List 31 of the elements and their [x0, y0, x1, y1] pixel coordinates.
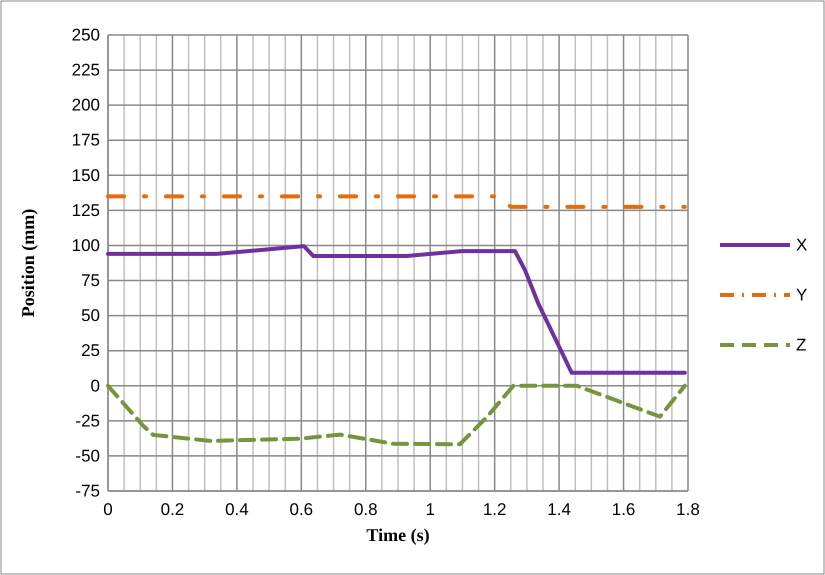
y-tick-label: -75	[75, 482, 100, 500]
y-tick-label: 175	[72, 130, 100, 150]
y-tick-label: 200	[72, 96, 100, 115]
legend-label: X	[796, 236, 808, 254]
x-tick-label: 1.6	[612, 500, 636, 519]
y-tick-label: 100	[72, 236, 100, 255]
legend-label: Z	[796, 336, 806, 354]
y-tick-label: 150	[72, 166, 100, 185]
x-tick-label: 0.4	[225, 500, 249, 519]
x-tick-label: 1	[425, 500, 435, 519]
x-tick-label: 0	[103, 500, 113, 519]
y-tick-label: 125	[72, 200, 100, 220]
y-tick-label: 225	[72, 60, 100, 80]
x-axis-title: Time (s)	[366, 525, 430, 545]
x-tick-label: 1.4	[547, 500, 571, 519]
y-tick-label: -50	[75, 446, 100, 466]
y-tick-label: 250	[72, 26, 100, 44]
line-series	[106, 244, 687, 375]
y-tick-label: 0	[90, 376, 100, 396]
legend-label: Y	[796, 286, 808, 304]
y-tick-label: 25	[81, 341, 100, 360]
line-series	[106, 384, 687, 446]
y-axis-title: Position (mm)	[18, 208, 38, 318]
y-tick-label: 50	[81, 306, 100, 326]
x-tick-label: 0.8	[354, 500, 378, 519]
x-tick-label: 1.2	[482, 500, 506, 519]
y-tick-label: -25	[75, 411, 100, 430]
y-tick-label: 75	[81, 271, 100, 290]
x-tick-label: 0.2	[160, 500, 184, 519]
x-tick-label: 0.6	[290, 500, 314, 519]
x-tick-label: 1.8	[676, 500, 700, 519]
